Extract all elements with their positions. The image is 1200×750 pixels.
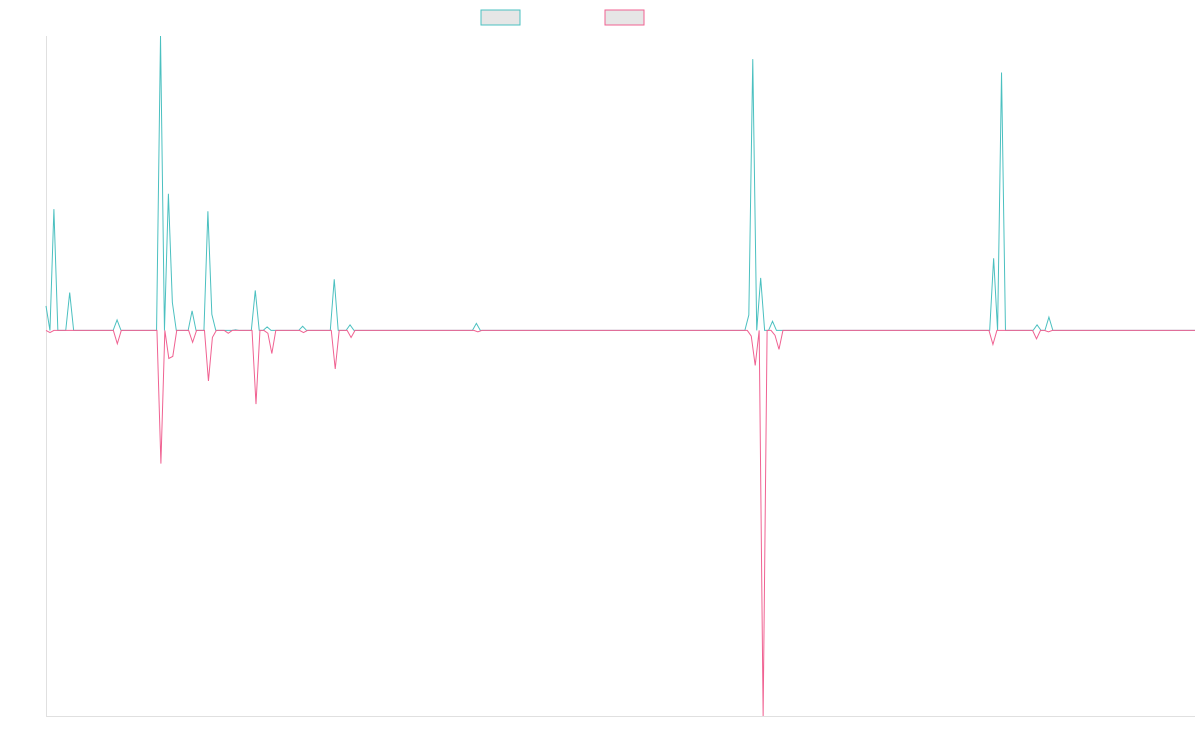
legend-swatch-series-1 [480, 9, 521, 26]
legend [480, 9, 645, 26]
legend-item-series-1[interactable] [480, 9, 521, 26]
axes [46, 36, 1195, 717]
series-line-1 [45, 35, 1195, 331]
series-line-2 [45, 329, 1195, 717]
legend-swatch-series-2 [604, 9, 645, 26]
legend-item-series-2[interactable] [604, 9, 645, 26]
series-layer [45, 35, 1195, 717]
